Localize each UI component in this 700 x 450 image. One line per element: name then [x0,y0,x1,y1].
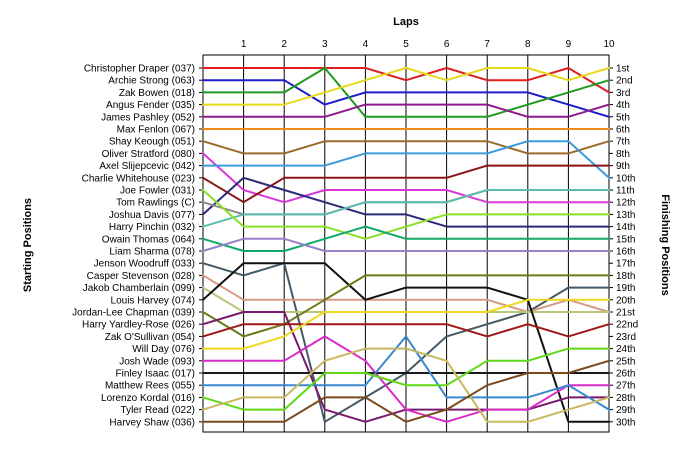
series-line [202,189,610,240]
series-line [202,347,610,423]
series-line [202,323,610,338]
finish-label-7th: 7th [616,137,630,148]
series-line [202,67,610,106]
series-line [202,79,610,118]
finish-label-24th: 24th [616,344,635,355]
series-line [202,140,610,155]
finish-label-23rd: 23rd [616,332,636,343]
driver-label: Matthew Rees (055) [105,381,195,392]
finish-label-26th: 26th [616,369,635,380]
driver-label: Tyler Read (022) [121,405,195,416]
finish-label-16th: 16th [616,247,635,258]
driver-label: Archie Strong (063) [108,76,195,87]
finish-label-8th: 8th [616,149,630,160]
series-line [202,274,610,338]
driver-label: James Pashley (052) [101,112,195,123]
finish-label-2nd: 2nd [616,76,633,87]
finish-label-28th: 28th [616,393,635,404]
driver-label: Josh Wade (093) [119,356,195,367]
series-line [202,140,610,179]
series-line [202,67,610,94]
series-line [202,67,610,118]
series-line [202,237,610,252]
x-tick-label-9: 9 [566,39,572,50]
finish-label-21st: 21st [616,308,635,319]
driver-label: Will Day (076) [132,344,195,355]
series-line [202,103,610,118]
finish-label-12th: 12th [616,198,635,209]
finish-label-19th: 19th [616,283,635,294]
x-tick-label-6: 6 [444,39,450,50]
finish-label-18th: 18th [616,271,635,282]
driver-label: Zak Bowen (018) [119,88,195,99]
driver-label: Jordan-Lee Chapman (039) [72,308,195,319]
finish-label-22nd: 22nd [616,320,638,331]
driver-label: Jakob Chamberlain (099) [83,283,195,294]
finish-label-13th: 13th [616,210,635,221]
series-line [202,189,610,228]
driver-label: Axel Slijepcevic (042) [99,161,195,172]
series-line [202,298,610,350]
series-line [202,262,610,423]
finish-label-11th: 11th [616,186,635,197]
y-axis-title-left: Starting Positions [22,198,34,292]
driver-label: Finley Isaac (017) [116,369,195,380]
x-tick-label-3: 3 [322,39,328,50]
series-line [202,347,610,411]
series-line [202,335,610,411]
driver-label: Zak O'Sullivan (054) [105,332,195,343]
finish-label-29th: 29th [616,405,635,416]
x-tick-label-8: 8 [525,39,531,50]
driver-label: Louis Harvey (074) [111,295,195,306]
finish-label-25th: 25th [616,356,635,367]
finish-label-9th: 9th [616,161,630,172]
driver-label: Angus Fender (035) [106,100,195,111]
finish-label-3rd: 3rd [616,88,630,99]
driver-label: Owain Thomas (064) [102,234,195,245]
finish-label-14th: 14th [616,222,635,233]
x-tick-label-1: 1 [241,39,247,50]
driver-label: Christopher Draper (037) [84,64,195,75]
y-axis-title-right: Finishing Positions [659,194,671,295]
driver-label: Max Fenlon (067) [117,125,195,136]
driver-label: Oliver Stratford (080) [102,149,195,160]
driver-label: Lorenzo Kordal (016) [101,393,195,404]
finish-label-1st: 1st [616,64,630,75]
x-tick-label-2: 2 [281,39,287,50]
finish-label-20th: 20th [616,295,635,306]
driver-label: Jenson Woodruff (033) [94,259,195,270]
driver-label: Liam Sharma (078) [109,247,195,258]
driver-label: Charlie Whitehouse (023) [82,173,195,184]
driver-label: Harry Pinchin (032) [109,222,195,233]
series-line [202,335,610,423]
driver-label: Joshua Davis (077) [109,210,195,221]
finish-label-15th: 15th [616,234,635,245]
finish-label-27th: 27th [616,381,635,392]
finish-label-30th: 30th [616,417,635,428]
x-axis-title: Laps [393,16,419,28]
driver-label: Joe Fowler (031) [120,186,195,197]
driver-label: Shay Keough (051) [109,137,195,148]
finish-label-5th: 5th [616,112,630,123]
x-tick-label-5: 5 [403,39,409,50]
x-tick-label-10: 10 [603,39,615,50]
driver-label: Harry Yardley-Rose (026) [82,320,195,331]
x-tick-label-7: 7 [484,39,490,50]
finish-label-17th: 17th [616,259,635,270]
driver-label: Casper Stevenson (028) [87,271,195,282]
finish-label-6th: 6th [616,125,630,136]
driver-label: Harvey Shaw (036) [109,417,195,428]
series-line [202,274,610,313]
series-line [202,225,610,252]
driver-label: Tom Rawlings (C) [116,198,195,209]
series-line [202,176,610,228]
series-line [202,359,610,423]
finish-label-10th: 10th [616,173,635,184]
finish-label-4th: 4th [616,100,630,111]
x-tick-label-4: 4 [363,39,369,50]
series-line [202,152,610,204]
